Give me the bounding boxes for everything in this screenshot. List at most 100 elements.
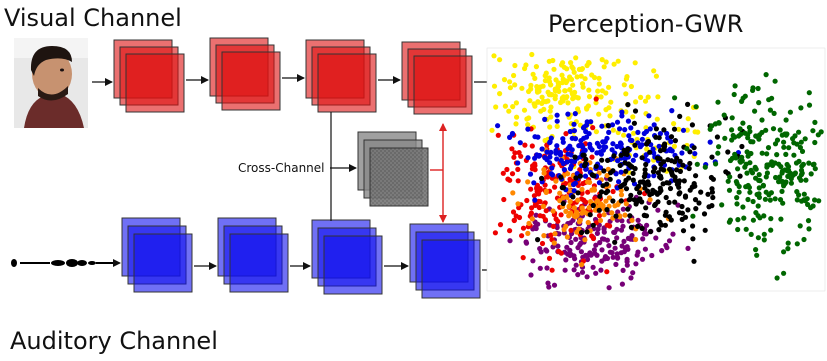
scatter-point bbox=[685, 101, 691, 107]
scatter-point bbox=[607, 223, 613, 229]
scatter-point bbox=[575, 272, 581, 278]
scatter-point bbox=[583, 199, 589, 205]
scatter-point bbox=[593, 163, 599, 169]
scatter-point bbox=[582, 76, 588, 82]
perception-gwr-title: Perception-GWR bbox=[548, 10, 743, 38]
scatter-point bbox=[587, 199, 594, 205]
scatter-point bbox=[528, 82, 534, 88]
scatter-point bbox=[624, 244, 630, 250]
scatter-point bbox=[748, 150, 754, 157]
scatter-point bbox=[570, 96, 576, 102]
scatter-point bbox=[574, 229, 580, 235]
scatter-point bbox=[783, 131, 789, 137]
scatter-point bbox=[740, 120, 746, 126]
scatter-point bbox=[524, 197, 530, 204]
scatter-point bbox=[653, 73, 660, 79]
scatter-point bbox=[521, 107, 528, 113]
scatter-point bbox=[570, 65, 576, 72]
scatter-point bbox=[556, 248, 562, 254]
scatter-point bbox=[607, 249, 613, 255]
scatter-point bbox=[535, 237, 541, 243]
scatter-point bbox=[604, 172, 610, 179]
scatter-point bbox=[729, 127, 735, 133]
scatter-point bbox=[610, 188, 616, 195]
scatter-point bbox=[532, 197, 538, 203]
scatter-point bbox=[609, 210, 615, 216]
scatter-point bbox=[691, 145, 697, 151]
scatter-point bbox=[604, 207, 610, 213]
scatter-point bbox=[543, 208, 549, 214]
scatter-point bbox=[551, 240, 557, 246]
scatter-point bbox=[632, 142, 638, 148]
scatter-point bbox=[750, 198, 756, 205]
scatter-point bbox=[655, 207, 661, 213]
scatter-point bbox=[513, 121, 519, 127]
scatter-point bbox=[705, 191, 711, 197]
flow-arrows bbox=[92, 74, 501, 274]
scatter-point bbox=[671, 121, 677, 127]
scatter-point bbox=[564, 234, 571, 240]
scatter-point bbox=[507, 238, 513, 244]
scatter-point bbox=[588, 252, 594, 258]
scatter-point bbox=[533, 64, 540, 70]
scatter-point bbox=[557, 190, 563, 196]
scatter-point bbox=[745, 196, 751, 203]
scatter-point bbox=[522, 65, 528, 72]
scatter-point bbox=[668, 169, 675, 175]
scatter-point bbox=[612, 245, 618, 251]
scatter-point bbox=[552, 88, 559, 94]
scatter-point bbox=[512, 82, 518, 88]
scatter-point bbox=[635, 129, 641, 135]
scatter-point bbox=[579, 229, 585, 236]
scatter-point bbox=[538, 108, 544, 114]
scatter-point bbox=[650, 146, 656, 152]
scatter-point bbox=[580, 208, 586, 214]
scatter-point bbox=[643, 125, 649, 131]
scatter-point bbox=[727, 174, 733, 180]
scatter-point bbox=[516, 205, 522, 211]
scatter-point bbox=[573, 262, 579, 268]
scatter-point bbox=[618, 227, 625, 233]
scatter-point bbox=[599, 123, 605, 129]
scatter-point bbox=[798, 139, 804, 145]
scatter-point bbox=[525, 179, 531, 185]
scatter-point bbox=[633, 236, 639, 243]
scatter-point bbox=[750, 85, 756, 91]
scatter-point bbox=[791, 140, 797, 146]
scatter-point bbox=[669, 108, 675, 114]
scatter-point bbox=[639, 136, 646, 142]
scatter-point bbox=[509, 171, 516, 177]
scatter-point bbox=[554, 118, 560, 124]
scatter-point bbox=[786, 145, 792, 151]
scatter-point bbox=[637, 190, 643, 196]
scatter-point bbox=[539, 240, 546, 247]
scatter-point bbox=[550, 57, 556, 64]
scatter-point bbox=[548, 104, 554, 110]
scatter-point bbox=[553, 216, 559, 222]
scatter-point bbox=[579, 186, 585, 192]
scatter-point bbox=[701, 211, 708, 217]
scatter-point bbox=[573, 175, 579, 181]
visual-conv-stack-3 bbox=[305, 39, 377, 113]
scatter-point bbox=[507, 85, 513, 91]
scatter-point bbox=[672, 95, 678, 101]
scatter-point bbox=[511, 154, 517, 160]
scatter-point bbox=[622, 127, 628, 133]
visual-conv-stack-1 bbox=[113, 39, 185, 113]
auditory-conv-stack-2 bbox=[217, 217, 289, 293]
scatter-point bbox=[552, 96, 558, 102]
scatter-point bbox=[628, 83, 635, 90]
scatter-point bbox=[628, 275, 634, 281]
scatter-point bbox=[629, 217, 635, 223]
scatter-point bbox=[767, 197, 773, 203]
scatter-point bbox=[515, 178, 521, 184]
scatter-point bbox=[576, 143, 582, 149]
scatter-point bbox=[726, 219, 733, 225]
scatter-point bbox=[543, 189, 549, 195]
scatter-point bbox=[654, 191, 661, 197]
scatter-point bbox=[680, 127, 687, 133]
scatter-point bbox=[687, 187, 693, 193]
scatter-point bbox=[656, 143, 662, 149]
scatter-point bbox=[715, 150, 721, 156]
scatter-point bbox=[690, 213, 696, 219]
